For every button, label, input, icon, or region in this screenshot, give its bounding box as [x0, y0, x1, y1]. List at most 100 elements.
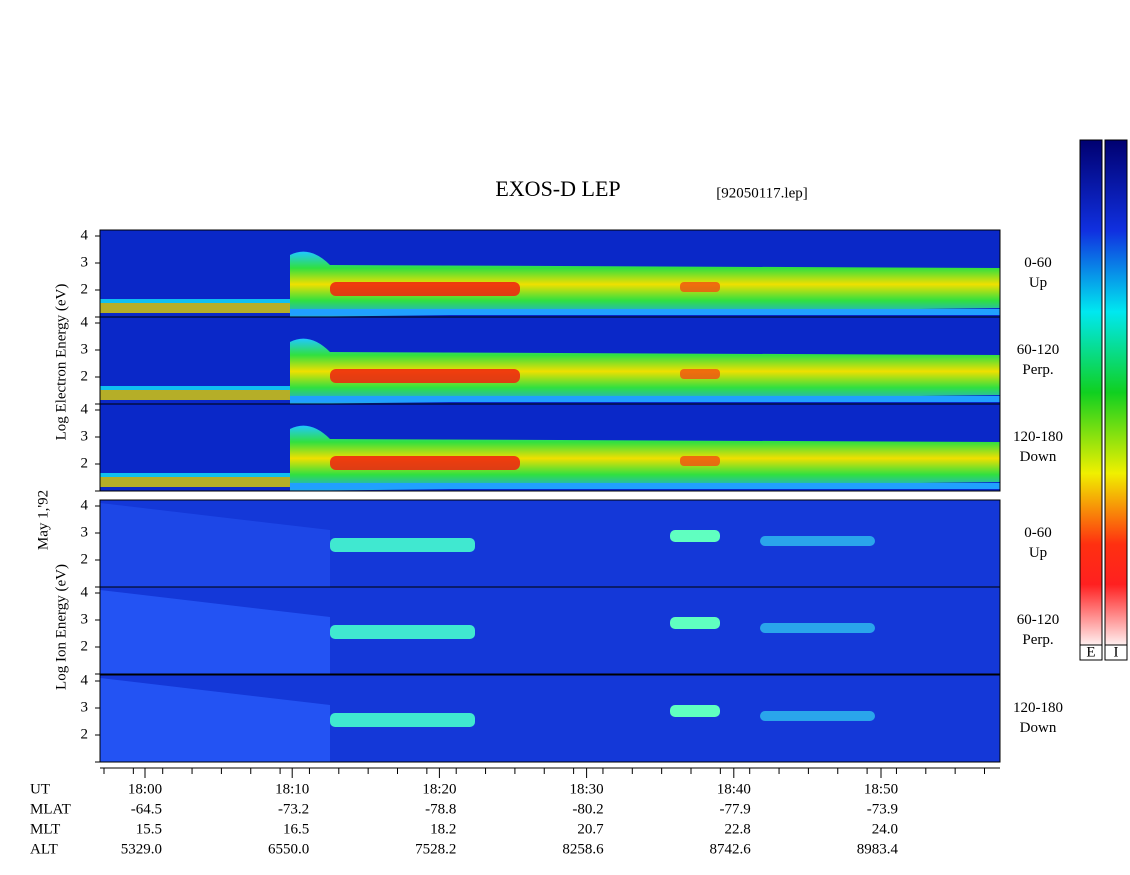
panel-frame — [99, 403, 1001, 492]
y-tick-label: 2 — [81, 726, 89, 742]
floor-band — [290, 309, 1000, 315]
file-name: [92050117.lep] — [716, 185, 808, 201]
peak-band — [330, 456, 520, 470]
low-energy-band — [100, 390, 290, 400]
direction-label: Up — [1029, 275, 1047, 291]
date: May 1,'92 — [35, 490, 51, 550]
row-label: ALT — [30, 841, 58, 857]
y-tick-label: 3 — [81, 524, 89, 540]
peak-band — [330, 282, 520, 296]
low-energy-halo — [100, 386, 290, 390]
ephemeris-value: 7528.2 — [415, 841, 456, 857]
panel-frame — [99, 674, 1001, 763]
ephemeris-value: 5329.0 — [121, 841, 162, 857]
time-label: 18:10 — [275, 781, 309, 797]
electron-panel — [99, 229, 1001, 318]
ephemeris-value: 22.8 — [725, 821, 751, 837]
direction-label: Up — [1029, 545, 1047, 561]
ephemeris-value: 20.7 — [577, 821, 604, 837]
ion-band — [330, 538, 475, 552]
peak-band — [680, 456, 720, 466]
colorbar-label: E — [1086, 644, 1095, 660]
y-tick-label: 3 — [81, 254, 89, 270]
ion-panel — [99, 586, 1001, 675]
direction-label: Perp. — [1022, 362, 1053, 378]
y-tick-label: 4 — [81, 401, 89, 417]
ion-band — [670, 705, 720, 717]
time-label: 18:00 — [128, 781, 162, 797]
ion-band — [760, 711, 875, 721]
ion-band — [760, 536, 875, 546]
low-energy-halo — [100, 473, 290, 477]
ephemeris-value: -77.9 — [720, 801, 751, 817]
electron-axis-label: Log Electron Energy (eV) — [53, 284, 69, 441]
time-label: 18:40 — [717, 781, 751, 797]
electron-panel — [99, 316, 1001, 405]
ephemeris-value: 16.5 — [283, 821, 309, 837]
y-tick-label: 4 — [81, 584, 89, 600]
ephemeris-value: 18.2 — [430, 821, 456, 837]
low-energy-halo — [100, 299, 290, 303]
time-label: 18:20 — [422, 781, 456, 797]
row-label: MLT — [30, 821, 60, 837]
direction-label: Down — [1020, 449, 1057, 465]
ion-axis-label: Log Ion Energy (eV) — [53, 564, 69, 690]
y-tick-label: 4 — [81, 227, 89, 243]
colorbars: E I — [1079, 139, 1128, 661]
ion-band — [760, 623, 875, 633]
direction-label: Down — [1020, 720, 1057, 736]
pitch-label: 0-60 — [1024, 525, 1052, 541]
peak-band — [680, 282, 720, 292]
ephemeris-value: -73.2 — [278, 801, 309, 817]
y-tick-label: 3 — [81, 428, 89, 444]
time-label: 18:30 — [570, 781, 604, 797]
ephemeris-value: -80.2 — [572, 801, 603, 817]
y-tick-label: 2 — [81, 368, 89, 384]
ephemeris-value: 8983.4 — [857, 841, 899, 857]
ion-panel — [99, 674, 1001, 763]
time-label: 18:50 — [864, 781, 898, 797]
dispersion — [100, 590, 330, 674]
dispersion — [100, 678, 330, 762]
y-tick-label: 2 — [81, 551, 89, 567]
ephemeris-value: 8258.6 — [562, 841, 604, 857]
pitch-label: 60-120 — [1017, 612, 1060, 628]
pitch-label: 0-60 — [1024, 255, 1052, 271]
pitch-label: 120-180 — [1013, 700, 1063, 716]
ephemeris-value: 15.5 — [136, 821, 162, 837]
ion-band — [330, 625, 475, 639]
floor-band — [290, 396, 1000, 402]
y-tick-label: 3 — [81, 341, 89, 357]
peak-band — [330, 369, 520, 383]
onset-band — [290, 425, 1000, 491]
peak-band — [680, 369, 720, 379]
y-tick-label: 3 — [81, 699, 89, 715]
panel-frame — [99, 586, 1001, 675]
colorbar-label: I — [1114, 644, 1119, 660]
ephemeris-value: -64.5 — [131, 801, 162, 817]
y-tick-label: 4 — [81, 672, 89, 688]
floor-band — [290, 483, 1000, 489]
ephemeris-value: -78.8 — [425, 801, 456, 817]
dispersion — [100, 503, 330, 587]
ion-band — [670, 530, 720, 542]
row-label: UT — [30, 781, 50, 797]
direction-label: Perp. — [1022, 632, 1053, 648]
electron-panel — [99, 403, 1001, 492]
y-tick-label: 3 — [81, 611, 89, 627]
pitch-label: 120-180 — [1013, 429, 1063, 445]
y-tick-label: 4 — [81, 497, 89, 513]
title: EXOS-D LEP — [495, 176, 620, 201]
onset-band — [290, 251, 1000, 317]
ion-band — [330, 713, 475, 727]
y-tick-label: 2 — [81, 638, 89, 654]
ion-band — [670, 617, 720, 629]
y-tick-label: 4 — [81, 314, 89, 330]
ephemeris-value: 6550.0 — [268, 841, 309, 857]
ion-panel — [99, 499, 1001, 588]
low-energy-band — [100, 303, 290, 313]
ephemeris-value: 24.0 — [872, 821, 898, 837]
onset-band — [290, 338, 1000, 404]
pitch-label: 60-120 — [1017, 342, 1060, 358]
